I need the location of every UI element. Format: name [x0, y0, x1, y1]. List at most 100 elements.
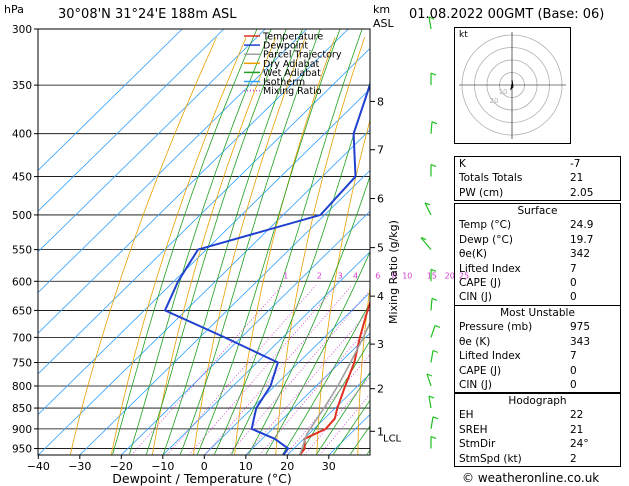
- row-label: Temp (°C): [459, 219, 512, 232]
- km-tick-label: 4: [377, 290, 384, 303]
- index-row: K -7: [455, 157, 620, 171]
- wet-adiabat: [282, 301, 370, 455]
- wet-adiabat: [179, 29, 321, 455]
- row-label: SREH: [459, 423, 488, 436]
- wet-adiabat: [316, 371, 370, 455]
- wind-barb: [420, 237, 432, 251]
- wet-adiabat: [129, 29, 272, 455]
- row-value: 7: [570, 262, 577, 275]
- mixing-ratio-label: 1: [283, 271, 288, 280]
- isotherm: [38, 29, 225, 212]
- most-unstable-row: Lifted Index 7: [455, 349, 620, 363]
- wind-barb-flag: [431, 297, 438, 301]
- dry-adiabat: [152, 37, 277, 455]
- isotherm: [287, 373, 370, 455]
- hodograph-stats-row: SREH 21: [455, 423, 620, 437]
- isotherm: [245, 332, 370, 455]
- row-label: CAPE (J): [459, 364, 502, 377]
- hodograph-stats-title: Hodograph: [508, 395, 567, 407]
- pressure-tick-label: 950: [12, 444, 32, 456]
- mixing-ratio-label: 3: [338, 271, 343, 280]
- dry-adiabat: [357, 284, 370, 455]
- pressure-tick-label: 900: [12, 424, 32, 436]
- temperature-tick-label: 10: [239, 460, 253, 473]
- temperature-tick-label: 20: [280, 460, 294, 473]
- mixing-ratio-line: [319, 393, 370, 455]
- location-title: 30°08'N 31°24'E 188m ASL: [58, 7, 237, 22]
- pressure-tick-label: 300: [12, 24, 32, 36]
- temperature-tick-label: −30: [68, 460, 91, 473]
- row-label: Lifted Index: [459, 350, 521, 363]
- most-unstable-row: θe (K) 343: [455, 335, 620, 349]
- isotherm: [38, 88, 370, 416]
- pressure-tick-label: 750: [12, 358, 32, 370]
- hodograph-kt-label: kt: [459, 30, 468, 40]
- pressure-tick-label: 600: [12, 276, 32, 288]
- wind-barb: [430, 416, 434, 429]
- temperature-tick-label: −40: [27, 460, 50, 473]
- surface-row: Lifted Index 7: [455, 262, 620, 276]
- wind-barb: [428, 16, 432, 30]
- surface-row: CAPE (J) 0: [455, 276, 620, 290]
- row-label: Totals Totals: [459, 172, 523, 185]
- km-tick-label: 8: [377, 95, 384, 108]
- wet-adiabat: [333, 399, 370, 455]
- isotherm: [79, 169, 370, 455]
- km-tick-label: 3: [377, 338, 384, 351]
- row-value: 0: [570, 276, 577, 289]
- asl-label: ASL: [373, 17, 394, 30]
- wind-barb-flag: [424, 202, 431, 206]
- most-unstable-panel: Most Unstable Pressure (mb) 975 θe (K) 343 L…: [454, 305, 621, 394]
- wind-barb-flag: [430, 164, 437, 168]
- mixing-ratio-axis-label: Mixing Ratio (g/kg): [387, 220, 400, 324]
- isotherm: [38, 29, 183, 172]
- hodograph-trace: [510, 79, 514, 91]
- temperature-tick-label: 30: [322, 460, 336, 473]
- dry-adiabat: [69, 37, 217, 455]
- row-label: CIN (J): [459, 378, 492, 391]
- row-label: θe(K): [459, 248, 487, 261]
- most-unstable-row: CAPE (J) 0: [455, 364, 620, 378]
- mixing-ratio-label: 25: [459, 271, 469, 280]
- wind-barbs: [420, 16, 441, 449]
- legend-entry: Dry Adiabat: [263, 59, 320, 70]
- mixing-ratio-line: [131, 285, 283, 455]
- most-unstable-title: Most Unstable: [500, 307, 575, 319]
- wind-barb-flag: [432, 349, 439, 354]
- legend-entry: Parcel Trajectory: [263, 50, 342, 61]
- parcel-trajectory-line: [299, 321, 370, 455]
- row-value: 975: [570, 321, 591, 334]
- wind-barb-flag: [430, 72, 437, 76]
- dry-adiabat: [399, 37, 454, 455]
- wind-barb: [424, 202, 432, 216]
- row-label: EH: [459, 409, 474, 422]
- row-label: Lifted Index: [459, 262, 521, 275]
- mixing-ratio-line: [188, 285, 337, 455]
- mixing-ratio-label: 8: [392, 271, 397, 280]
- row-label: Dewp (°C): [459, 233, 513, 246]
- mixing-ratio-line: [245, 308, 370, 455]
- wet-adiabat: [214, 29, 363, 455]
- pressure-tick-label: 500: [12, 210, 32, 222]
- pressure-tick-label: 800: [12, 381, 32, 393]
- isotherm: [38, 129, 370, 455]
- most-unstable-row: CIN (J) 0: [455, 378, 620, 392]
- row-value: 22: [570, 409, 584, 422]
- wind-barb-flag: [428, 16, 435, 20]
- km-label: km: [373, 3, 391, 16]
- dry-adiabat: [275, 37, 365, 455]
- mixing-ratio-line: [304, 375, 370, 455]
- wind-barb: [426, 373, 432, 387]
- km-tick-label: 1: [377, 425, 384, 438]
- indices-panel: K -7 Totals Totals 21 PW (cm) 2.05: [454, 156, 621, 202]
- pressure-tick-label: 350: [12, 80, 32, 92]
- row-label: StmSpd (kt): [459, 452, 522, 465]
- km-tick-label: 2: [377, 383, 384, 396]
- row-value: 7: [570, 350, 577, 363]
- row-value: 21: [570, 172, 584, 185]
- index-row: Totals Totals 21: [455, 171, 620, 185]
- lcl-label: LCL: [383, 434, 402, 445]
- pressure-tick-label: 450: [12, 172, 32, 184]
- surface-row: CIN (J) 0: [455, 290, 620, 304]
